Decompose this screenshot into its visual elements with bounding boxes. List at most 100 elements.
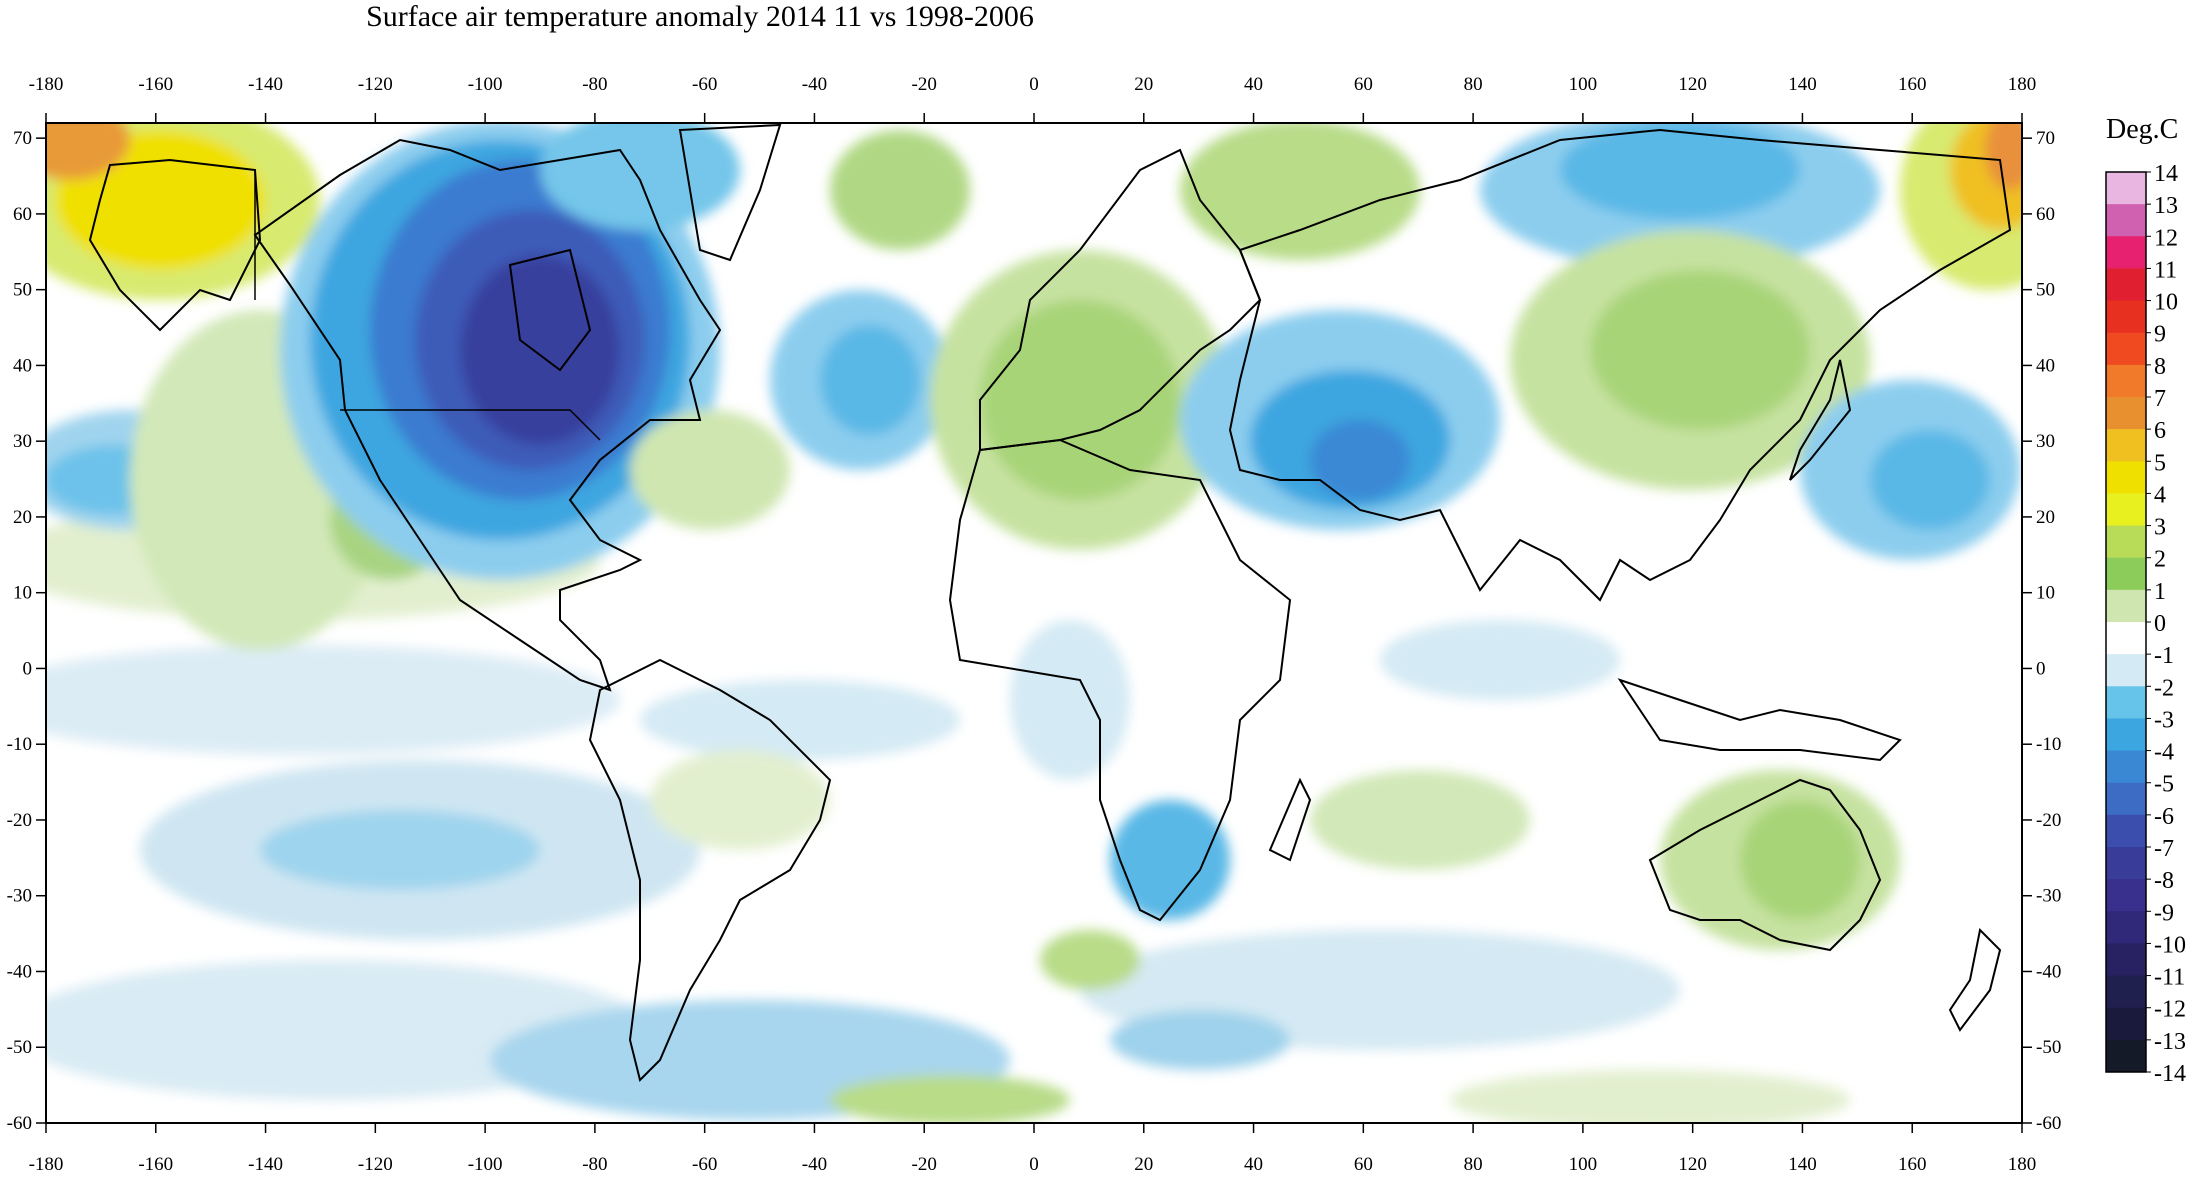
x-tick-label-top: -140	[248, 74, 283, 95]
x-tick-label-top: 20	[1134, 74, 1153, 95]
y-tick-label-left: 0	[23, 658, 33, 679]
x-tick-label-bottom: -20	[912, 1154, 937, 1175]
coast-greenland	[678, 123, 782, 262]
y-tick-label-right: 0	[2036, 658, 2046, 679]
x-tick-label-top: -180	[29, 74, 64, 95]
coast-hudson-bay	[508, 248, 592, 372]
x-tick-label-top: 100	[1569, 74, 1598, 95]
legend-title: Deg.C	[2106, 114, 2179, 145]
colorbar-swatch	[2106, 589, 2146, 623]
y-tick-label-left: 20	[13, 507, 32, 528]
y-tick-label-left: 70	[13, 128, 32, 149]
coast-africa	[948, 438, 1292, 922]
colorbar-swatch	[2106, 236, 2146, 269]
colorbar-swatch	[2106, 364, 2146, 398]
colorbar-swatch	[2106, 879, 2146, 912]
x-tick-label-top: -20	[912, 74, 937, 95]
coast-indonesia	[1617, 678, 1902, 762]
colorbar-label: -10	[2154, 932, 2186, 958]
y-tick-label-left: 10	[13, 583, 32, 604]
y-tick-label-left: 30	[13, 431, 32, 452]
colorbar-swatch	[2106, 1007, 2146, 1041]
colorbar-swatch	[2106, 204, 2146, 237]
x-tick-label-top: 80	[1464, 74, 1483, 95]
colorbar-label: 0	[2154, 611, 2166, 637]
y-tick-label-right: -60	[2036, 1113, 2061, 1134]
colorbar-label: -9	[2154, 900, 2174, 926]
coast-alaska	[88, 158, 262, 332]
x-tick-label-top: 0	[1029, 74, 1039, 95]
coast-asia	[1228, 128, 2012, 602]
colorbar-swatch	[2106, 718, 2146, 752]
colorbar-swatch	[2106, 814, 2146, 848]
y-tick-label-left: -50	[7, 1037, 32, 1058]
y-tick-label-left: -60	[7, 1113, 32, 1134]
x-tick-label-bottom: 40	[1244, 1154, 1263, 1175]
y-tick-label-right: 40	[2036, 355, 2055, 376]
colorbar-label: 1	[2154, 579, 2166, 605]
colorbar-swatch	[2106, 268, 2146, 302]
y-tick-label-right: 20	[2036, 507, 2055, 528]
colorbar-swatch	[2106, 525, 2146, 559]
y-tick-label-left: -30	[7, 886, 32, 907]
y-tick-label-right: 70	[2036, 128, 2055, 149]
colorbar-swatch	[2106, 975, 2146, 1009]
x-tick-label-top: -100	[468, 74, 503, 95]
x-tick-label-bottom: 180	[2008, 1154, 2037, 1175]
colorbar-swatch	[2106, 300, 2146, 334]
colorbar-swatch	[2106, 557, 2146, 591]
colorbar-label: 8	[2154, 354, 2166, 380]
y-tick-label-right: -30	[2036, 886, 2061, 907]
x-tick-label-top: 140	[1788, 74, 1817, 95]
coast-australia	[1648, 778, 1882, 952]
x-tick-label-bottom: -60	[692, 1154, 717, 1175]
colorbar: 14131211109876543210-1-2-3-4-5-6-7-8-9-1…	[2105, 161, 2186, 1087]
colorbar-swatch	[2106, 911, 2146, 944]
y-tick-label-right: 60	[2036, 204, 2055, 225]
x-tick-label-bottom: 60	[1354, 1154, 1373, 1175]
y-tick-label-left: 50	[13, 280, 32, 301]
x-tick-label-top: 180	[2008, 74, 2037, 95]
x-tick-label-bottom: -40	[802, 1154, 827, 1175]
colorbar-label: -4	[2154, 740, 2174, 766]
x-tick-label-top: -120	[358, 74, 393, 95]
coastlines	[88, 123, 2012, 1082]
colorbar-swatch	[2106, 654, 2146, 687]
colorbar-swatch	[2106, 622, 2146, 655]
y-tick-label-right: -50	[2036, 1037, 2061, 1058]
x-tick-label-top: -40	[802, 74, 827, 95]
colorbar-swatch	[2106, 397, 2146, 430]
x-tick-label-bottom: -120	[358, 1154, 393, 1175]
y-tick-label-right: 10	[2036, 583, 2055, 604]
colorbar-label: -7	[2154, 836, 2174, 862]
colorbar-label: 6	[2154, 418, 2166, 444]
x-tick-label-bottom: 80	[1464, 1154, 1483, 1175]
colorbar-label: 11	[2154, 257, 2177, 283]
x-tick-label-bottom: -100	[468, 1154, 503, 1175]
map-title: Surface air temperature anomaly 2014 11 …	[366, 0, 1034, 33]
colorbar-label: 9	[2154, 322, 2166, 348]
x-tick-label-bottom: 100	[1569, 1154, 1598, 1175]
coast-madagascar	[1268, 777, 1312, 862]
y-tick-label-left: -10	[7, 734, 32, 755]
colorbar-swatch	[2106, 461, 2146, 494]
x-tick-label-bottom: -80	[582, 1154, 607, 1175]
colorbar-swatch	[2106, 943, 2146, 977]
x-tick-label-bottom: -160	[138, 1154, 173, 1175]
border-us-canada	[340, 409, 601, 441]
x-tick-label-top: 160	[1898, 74, 1927, 95]
x-tick-label-top: -80	[582, 74, 607, 95]
coast-japan	[1789, 359, 1852, 481]
colorbar-label: 14	[2154, 161, 2178, 187]
colorbar-swatch	[2106, 750, 2146, 784]
colorbar-label: -13	[2154, 1029, 2186, 1055]
colorbar-label: 4	[2154, 482, 2166, 508]
x-tick-label-bottom: 20	[1134, 1154, 1153, 1175]
colorbar-label: 12	[2154, 225, 2178, 251]
y-tick-label-right: -40	[2036, 961, 2061, 982]
x-tick-label-top: 120	[1678, 74, 1707, 95]
coast-north-america	[253, 138, 722, 692]
colorbar-label: 7	[2154, 386, 2166, 412]
colorbar-label: -11	[2154, 965, 2185, 991]
colorbar-label: -1	[2154, 643, 2174, 669]
